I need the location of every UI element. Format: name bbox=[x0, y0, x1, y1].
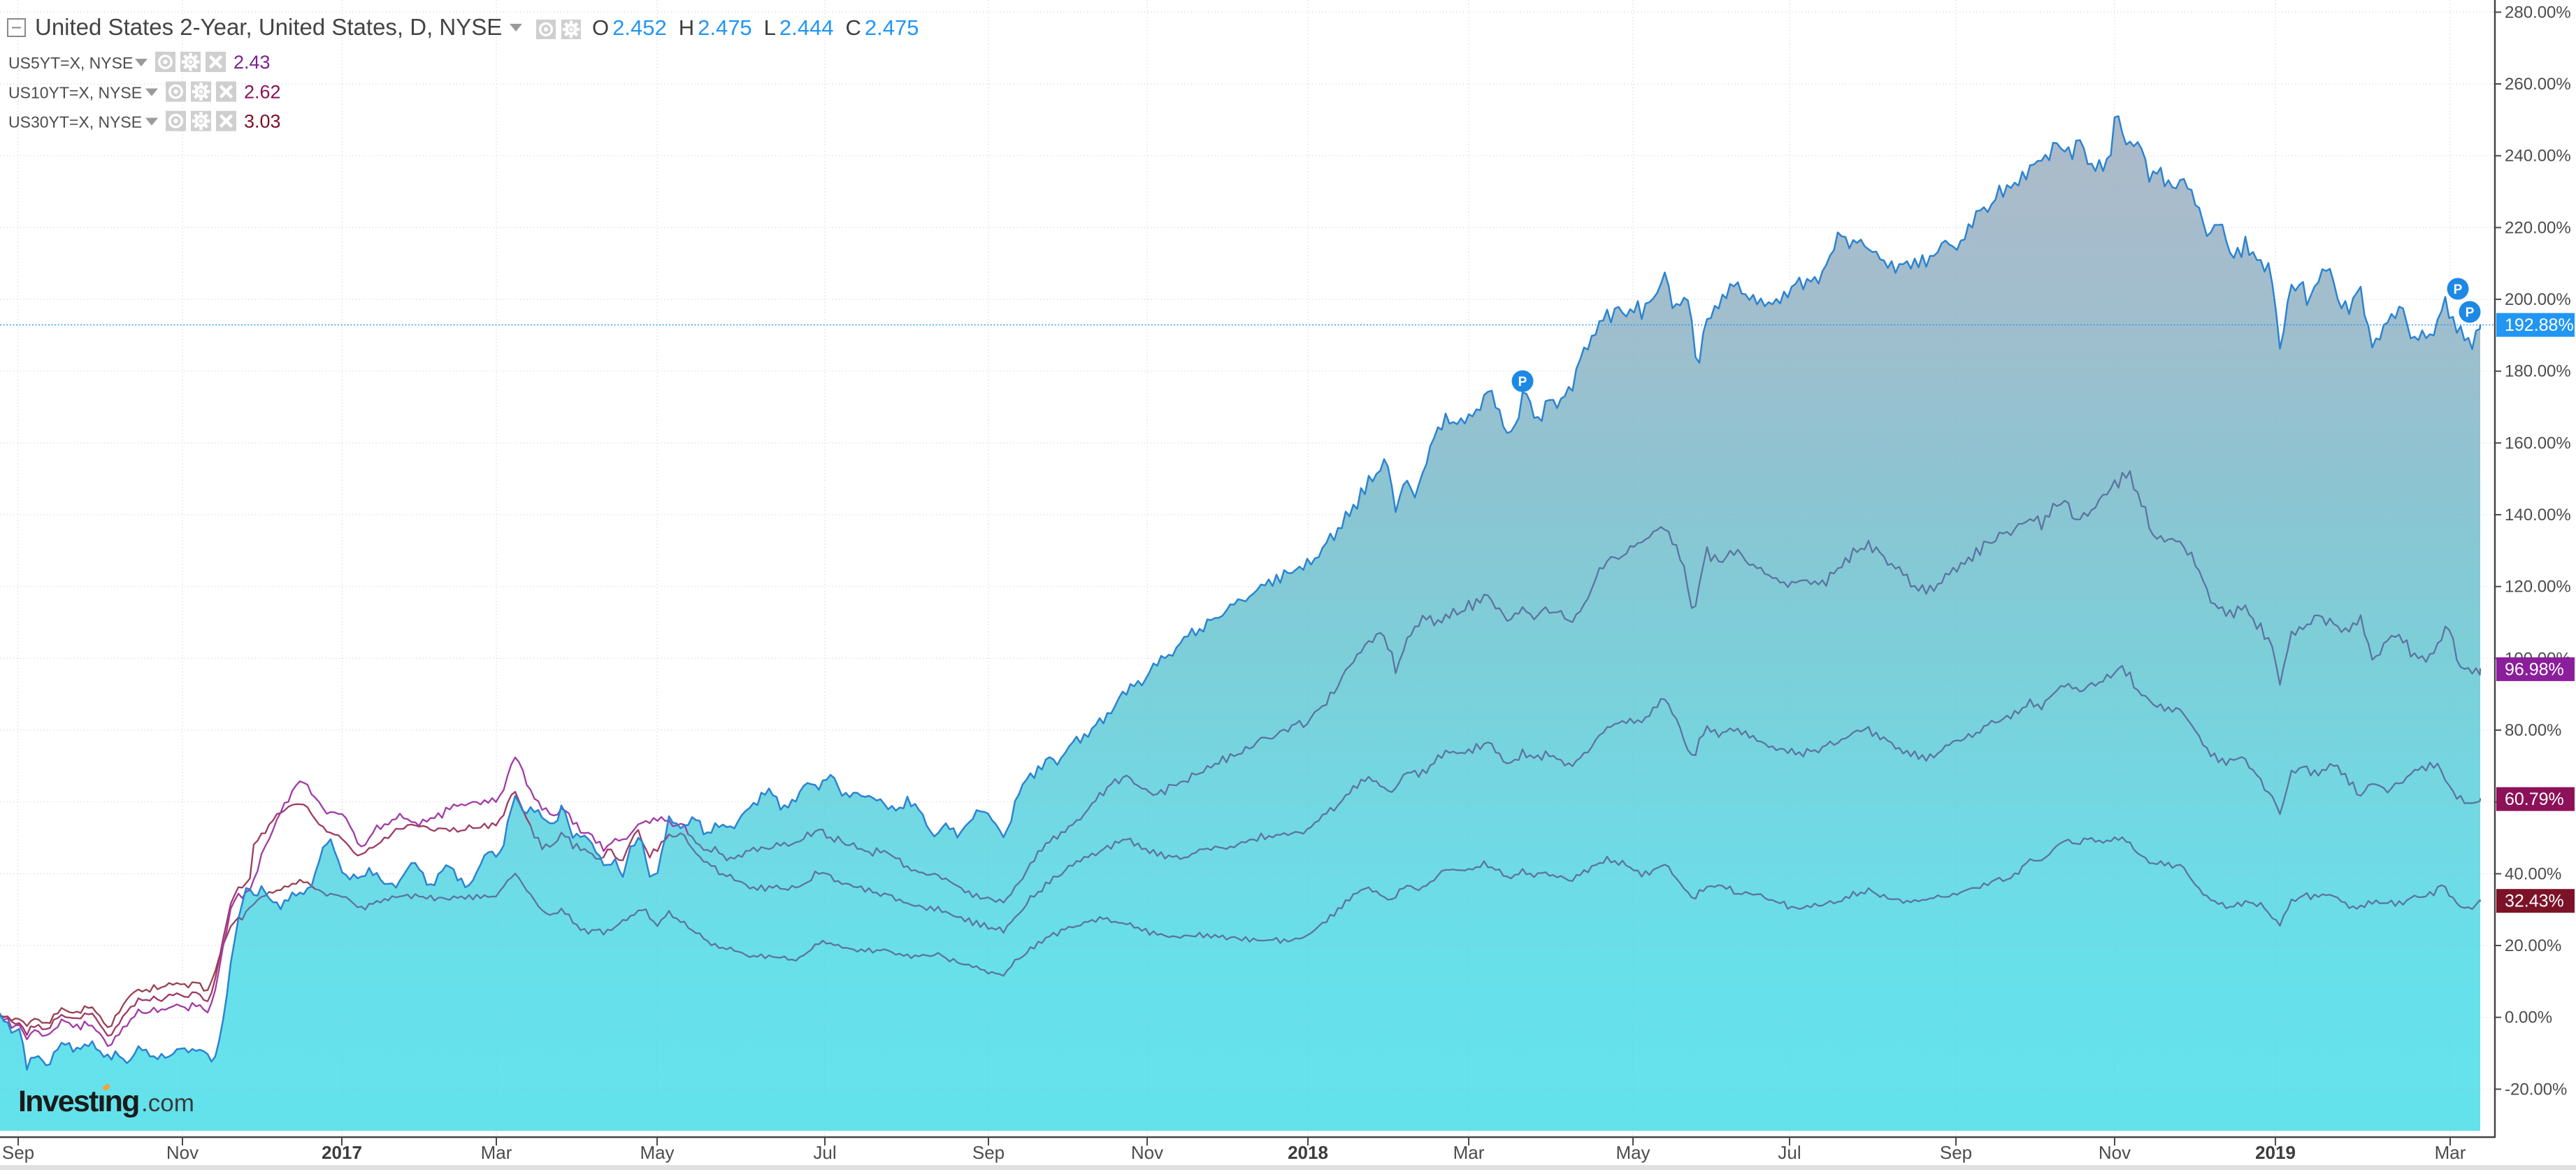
svg-text:2019: 2019 bbox=[2255, 1142, 2296, 1163]
svg-text:-20.00%: -20.00% bbox=[2505, 1080, 2567, 1099]
svg-text:96.98%: 96.98% bbox=[2505, 659, 2564, 679]
svg-text:.com: .com bbox=[141, 1090, 194, 1117]
svg-text:180.00%: 180.00% bbox=[2505, 362, 2571, 381]
svg-text:Mar: Mar bbox=[1453, 1142, 1485, 1163]
svg-text:Nov: Nov bbox=[166, 1142, 199, 1163]
svg-text:Sep: Sep bbox=[2, 1142, 34, 1163]
svg-text:2017: 2017 bbox=[322, 1142, 362, 1163]
svg-text:Jul: Jul bbox=[1778, 1142, 1801, 1163]
svg-text:80.00%: 80.00% bbox=[2505, 721, 2561, 740]
svg-text:Sep: Sep bbox=[972, 1142, 1005, 1163]
svg-text:Nov: Nov bbox=[1131, 1142, 1163, 1163]
svg-text:2.43: 2.43 bbox=[233, 52, 271, 73]
svg-text:Nov: Nov bbox=[2099, 1142, 2131, 1163]
svg-text:0.00%: 0.00% bbox=[2505, 1008, 2552, 1027]
svg-text:192.88%: 192.88% bbox=[2505, 315, 2574, 335]
svg-text:US30YT=X, NYSE: US30YT=X, NYSE bbox=[8, 113, 142, 131]
svg-text:Sep: Sep bbox=[1940, 1142, 1972, 1163]
svg-text:United States 2-Year, United S: United States 2-Year, United States, D, … bbox=[35, 14, 502, 40]
svg-text:2.62: 2.62 bbox=[244, 82, 281, 103]
svg-text:Investıng: Investıng bbox=[18, 1085, 139, 1118]
svg-text:32.43%: 32.43% bbox=[2505, 892, 2564, 911]
svg-text:Jul: Jul bbox=[813, 1142, 836, 1163]
svg-text:2018: 2018 bbox=[1288, 1142, 1328, 1163]
svg-text:Mar: Mar bbox=[481, 1142, 512, 1163]
svg-text:120.00%: 120.00% bbox=[2505, 578, 2571, 597]
svg-text:Mar: Mar bbox=[2435, 1142, 2466, 1163]
svg-text:200.00%: 200.00% bbox=[2505, 290, 2571, 309]
svg-text:US5YT=X, NYSE: US5YT=X, NYSE bbox=[8, 54, 133, 72]
svg-text:240.00%: 240.00% bbox=[2505, 147, 2571, 166]
svg-text:280.00%: 280.00% bbox=[2505, 3, 2571, 22]
svg-text:May: May bbox=[1616, 1142, 1650, 1163]
svg-text:140.00%: 140.00% bbox=[2505, 506, 2571, 525]
svg-text:P: P bbox=[2454, 283, 2463, 297]
svg-text:60.79%: 60.79% bbox=[2505, 790, 2564, 809]
svg-text:P: P bbox=[1518, 375, 1527, 390]
svg-text:260.00%: 260.00% bbox=[2505, 75, 2571, 94]
svg-text:20.00%: 20.00% bbox=[2505, 936, 2561, 955]
svg-text:40.00%: 40.00% bbox=[2505, 864, 2561, 883]
svg-text:160.00%: 160.00% bbox=[2505, 434, 2571, 452]
svg-text:May: May bbox=[640, 1142, 674, 1163]
svg-text:220.00%: 220.00% bbox=[2505, 218, 2571, 237]
svg-text:US10YT=X, NYSE: US10YT=X, NYSE bbox=[8, 84, 142, 102]
svg-text:P: P bbox=[2466, 306, 2475, 320]
svg-text:3.03: 3.03 bbox=[244, 111, 281, 132]
